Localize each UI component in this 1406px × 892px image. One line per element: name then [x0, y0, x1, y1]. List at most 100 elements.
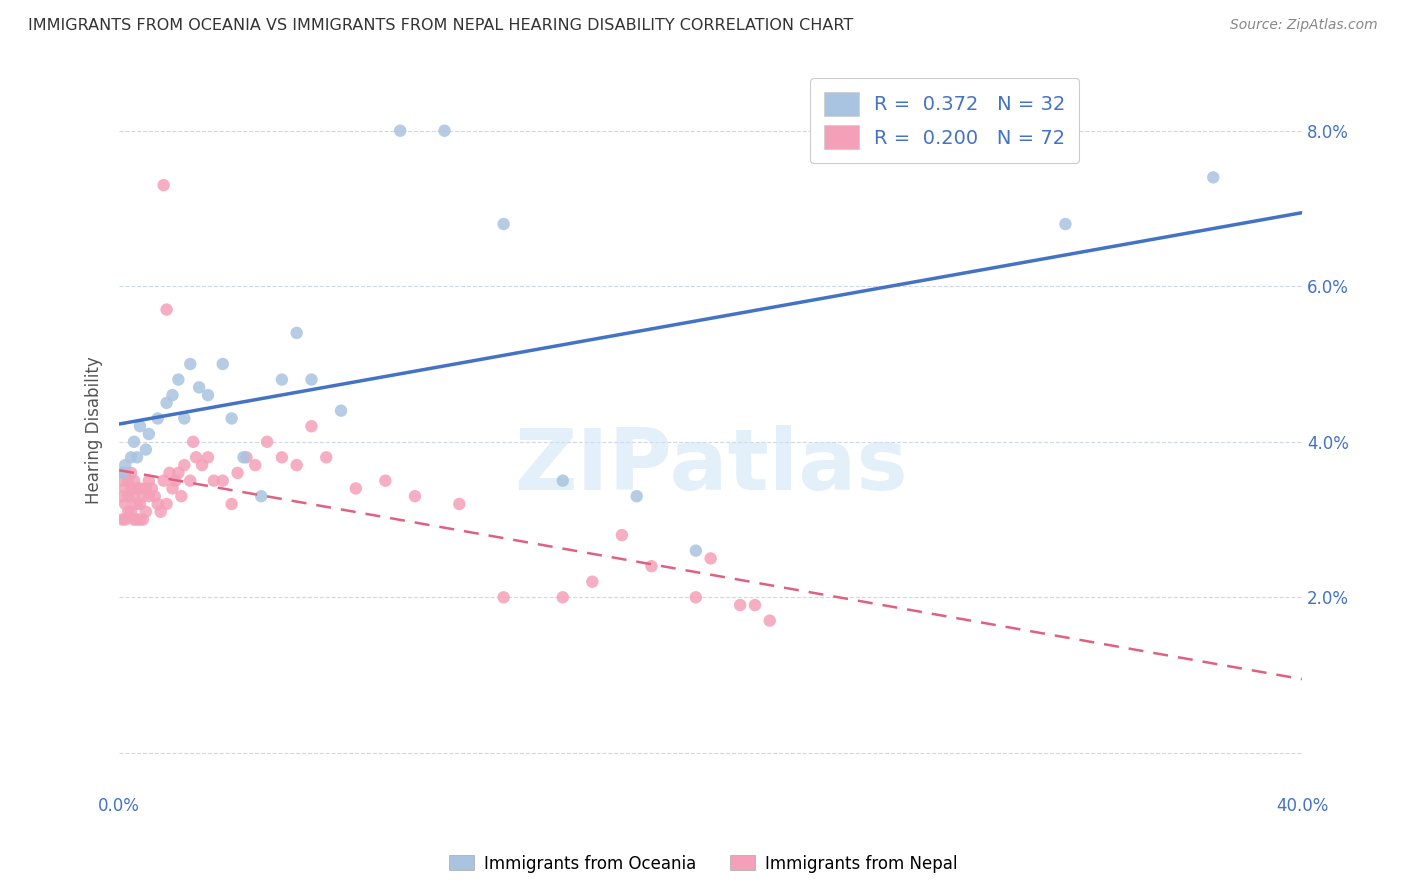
- Point: [138, 427, 160, 442]
- Point: [152, 178, 174, 193]
- Point: [581, 574, 603, 589]
- Point: [221, 497, 243, 511]
- Point: [155, 302, 177, 317]
- Point: [138, 489, 160, 503]
- Point: [125, 512, 148, 526]
- Point: [232, 450, 254, 465]
- Y-axis label: Hearing Disability: Hearing Disability: [86, 356, 103, 504]
- Point: [162, 482, 184, 496]
- Point: [285, 458, 308, 472]
- Point: [221, 411, 243, 425]
- Point: [285, 326, 308, 340]
- Point: [120, 505, 142, 519]
- Point: [685, 591, 707, 605]
- Point: [114, 512, 136, 526]
- Point: [250, 489, 273, 503]
- Point: [122, 434, 145, 449]
- Point: [159, 466, 181, 480]
- Point: [135, 505, 157, 519]
- Point: [256, 434, 278, 449]
- Point: [120, 466, 142, 480]
- Point: [143, 489, 166, 503]
- Point: [685, 543, 707, 558]
- Point: [152, 474, 174, 488]
- Point: [181, 434, 204, 449]
- Point: [120, 450, 142, 465]
- Point: [610, 528, 633, 542]
- Point: [270, 450, 292, 465]
- Point: [202, 474, 225, 488]
- Point: [135, 442, 157, 457]
- Point: [301, 419, 323, 434]
- Text: IMMIGRANTS FROM OCEANIA VS IMMIGRANTS FROM NEPAL HEARING DISABILITY CORRELATION : IMMIGRANTS FROM OCEANIA VS IMMIGRANTS FR…: [28, 18, 853, 33]
- Point: [149, 505, 172, 519]
- Text: Source: ZipAtlas.com: Source: ZipAtlas.com: [1230, 18, 1378, 32]
- Point: [125, 482, 148, 496]
- Point: [146, 411, 169, 425]
- Point: [186, 450, 208, 465]
- Point: [179, 474, 201, 488]
- Point: [135, 482, 157, 496]
- Point: [167, 373, 190, 387]
- Point: [138, 474, 160, 488]
- Point: [551, 591, 574, 605]
- Point: [640, 559, 662, 574]
- Point: [111, 512, 134, 526]
- Point: [117, 489, 139, 503]
- Point: [141, 482, 163, 496]
- Text: ZIPatlas: ZIPatlas: [513, 425, 907, 508]
- Point: [1202, 170, 1225, 185]
- Point: [191, 458, 214, 472]
- Point: [122, 474, 145, 488]
- Point: [330, 403, 353, 417]
- Point: [132, 489, 155, 503]
- Point: [111, 489, 134, 503]
- Point: [173, 411, 195, 425]
- Point: [389, 124, 412, 138]
- Legend: Immigrants from Oceania, Immigrants from Nepal: Immigrants from Oceania, Immigrants from…: [443, 848, 963, 880]
- Point: [235, 450, 257, 465]
- Point: [449, 497, 471, 511]
- Point: [120, 482, 142, 496]
- Point: [165, 474, 187, 488]
- Point: [404, 489, 426, 503]
- Point: [132, 512, 155, 526]
- Point: [744, 598, 766, 612]
- Point: [125, 450, 148, 465]
- Point: [155, 497, 177, 511]
- Point: [155, 396, 177, 410]
- Point: [699, 551, 721, 566]
- Point: [315, 450, 337, 465]
- Point: [301, 373, 323, 387]
- Point: [758, 614, 780, 628]
- Point: [146, 497, 169, 511]
- Point: [374, 474, 396, 488]
- Legend: R =  0.372   N = 32, R =  0.200   N = 72: R = 0.372 N = 32, R = 0.200 N = 72: [810, 78, 1080, 162]
- Point: [170, 489, 193, 503]
- Point: [125, 497, 148, 511]
- Point: [117, 474, 139, 488]
- Point: [179, 357, 201, 371]
- Point: [197, 388, 219, 402]
- Point: [114, 466, 136, 480]
- Point: [167, 466, 190, 480]
- Point: [129, 419, 152, 434]
- Point: [129, 497, 152, 511]
- Point: [162, 388, 184, 402]
- Point: [197, 450, 219, 465]
- Point: [433, 124, 456, 138]
- Point: [270, 373, 292, 387]
- Point: [114, 458, 136, 472]
- Point: [551, 474, 574, 488]
- Point: [211, 474, 233, 488]
- Point: [211, 357, 233, 371]
- Point: [492, 217, 515, 231]
- Point: [122, 512, 145, 526]
- Point: [1054, 217, 1077, 231]
- Point: [111, 466, 134, 480]
- Point: [344, 482, 367, 496]
- Point: [226, 466, 249, 480]
- Point: [117, 505, 139, 519]
- Point: [114, 497, 136, 511]
- Point: [492, 591, 515, 605]
